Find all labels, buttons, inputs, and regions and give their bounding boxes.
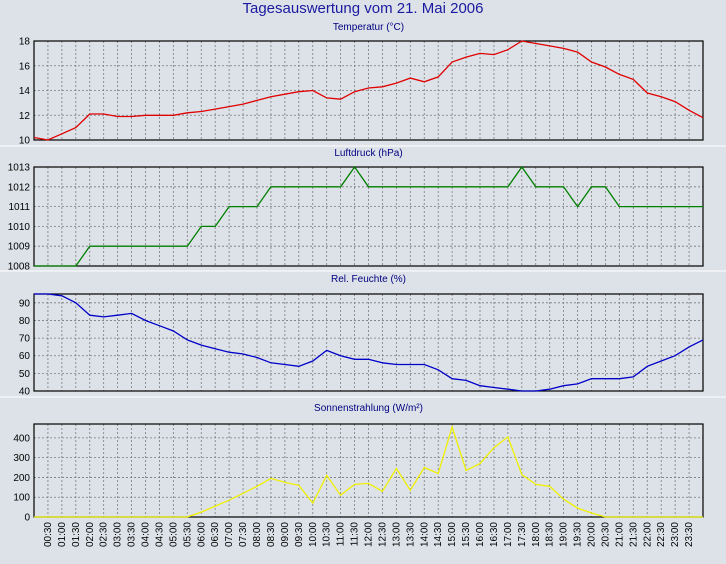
x-tick-label: 15:30 [461, 522, 472, 547]
y-tick-label: 300 [13, 453, 30, 464]
plot-frame [33, 293, 704, 392]
x-axis: 00:30 01:00 01:30 02:00 02:30 03:00 03:30 04:00… [43, 522, 695, 547]
x-tick-label: 20:00 [587, 522, 598, 547]
x-tick-label: 00:30 [43, 522, 54, 547]
x-tick-label: 01:00 [57, 522, 68, 547]
y-tick-label: 1010 [8, 222, 31, 233]
x-tick-label: 09:30 [294, 522, 305, 547]
y-tick-label: 50 [19, 369, 31, 380]
x-tick-label: 14:30 [433, 522, 444, 547]
y-tick-label: 16 [19, 61, 31, 72]
y-tick-label: 60 [19, 351, 31, 362]
y-tick-label: 90 [19, 298, 31, 309]
x-tick-label: 04:00 [141, 522, 152, 547]
plot-frame [33, 166, 704, 267]
x-tick-label: 13:30 [405, 522, 416, 547]
y-tick-label: 10 [19, 136, 31, 147]
x-tick-label: 04:30 [154, 522, 165, 547]
x-tick-label: 17:00 [503, 522, 514, 547]
chart-panel: Sonnenstrahlung (W/m²) 0 100 200 300 400 [13, 403, 704, 524]
x-tick-label: 11:30 [350, 522, 361, 547]
x-tick-label: 05:30 [182, 522, 193, 547]
x-tick-label: 01:30 [71, 522, 82, 547]
x-tick-label: 10:30 [322, 522, 333, 547]
x-tick-label: 21:30 [628, 522, 639, 547]
y-tick-label: 1012 [8, 182, 31, 193]
x-tick-label: 02:00 [85, 522, 96, 547]
series-line [33, 40, 704, 141]
y-tick-label: 18 [19, 37, 31, 48]
x-tick-label: 18:00 [531, 522, 542, 547]
chart-panel: Rel. Feuchte (%) 40 50 60 70 80 90 [19, 274, 704, 398]
chart-panel: Temperatur (°C) 10 12 14 16 18 [19, 22, 704, 147]
x-tick-label: 18:30 [545, 522, 556, 547]
y-tick-label: 14 [19, 86, 31, 97]
chart-title: Luftdruck (hPa) [334, 148, 402, 159]
chart-title: Temperatur (°C) [333, 22, 404, 33]
x-tick-label: 23:00 [670, 522, 681, 547]
y-tick-label: 200 [13, 473, 30, 484]
plot-frame [33, 423, 704, 518]
y-tick-label: 1011 [8, 202, 30, 213]
x-tick-label: 12:00 [364, 522, 375, 547]
x-tick-label: 19:30 [573, 522, 584, 547]
x-tick-label: 22:30 [656, 522, 667, 547]
x-tick-label: 19:00 [559, 522, 570, 547]
x-tick-label: 21:00 [614, 522, 625, 547]
x-tick-label: 05:00 [168, 522, 179, 547]
x-tick-label: 14:00 [419, 522, 430, 547]
series-line [34, 293, 704, 392]
plot-frame [33, 40, 704, 141]
x-tick-label: 10:00 [308, 522, 319, 547]
x-tick-label: 16:00 [475, 522, 486, 547]
y-tick-label: 1008 [8, 262, 31, 273]
chart-title: Sonnenstrahlung (W/m²) [314, 403, 423, 414]
x-tick-label: 12:30 [377, 522, 388, 547]
x-tick-label: 03:00 [113, 522, 124, 547]
x-tick-label: 06:00 [196, 522, 207, 547]
x-tick-label: 08:30 [266, 522, 277, 547]
chart-panel: Luftdruck (hPa) 1008 1009 1010 1011 1012 1013 [8, 148, 704, 273]
x-tick-label: 23:30 [684, 522, 695, 547]
x-tick-label: 03:30 [127, 522, 138, 547]
y-tick-label: 40 [19, 387, 31, 398]
y-tick-label: 80 [19, 316, 31, 327]
y-tick-label: 1009 [8, 242, 31, 253]
x-tick-label: 06:30 [210, 522, 221, 547]
x-tick-label: 08:00 [252, 522, 263, 547]
y-tick-label: 0 [24, 513, 30, 524]
page-title: Tagesauswertung vom 21. Mai 2006 [242, 0, 484, 17]
x-tick-label: 13:00 [391, 522, 402, 547]
x-tick-label: 22:00 [642, 522, 653, 547]
x-tick-label: 20:30 [600, 522, 611, 547]
y-tick-label: 1013 [8, 163, 31, 174]
y-tick-label: 100 [13, 493, 30, 504]
series-line [34, 424, 703, 518]
x-tick-label: 16:30 [489, 522, 500, 547]
x-tick-label: 07:00 [224, 522, 235, 547]
x-tick-label: 02:30 [99, 522, 110, 547]
y-tick-label: 12 [19, 111, 31, 122]
x-tick-label: 15:00 [447, 522, 458, 547]
y-tick-label: 70 [19, 334, 31, 345]
y-tick-label: 400 [13, 433, 30, 444]
series-line [34, 165, 703, 267]
x-tick-label: 09:00 [280, 522, 291, 547]
chart-title: Rel. Feuchte (%) [331, 274, 406, 285]
x-tick-label: 11:00 [336, 522, 347, 547]
x-tick-label: 17:30 [517, 522, 528, 547]
x-tick-label: 07:30 [238, 522, 249, 547]
